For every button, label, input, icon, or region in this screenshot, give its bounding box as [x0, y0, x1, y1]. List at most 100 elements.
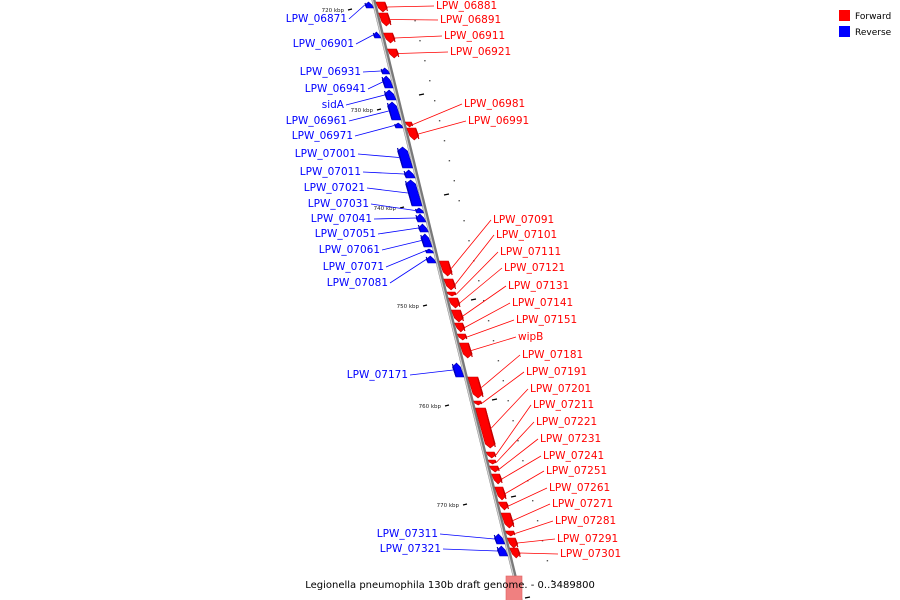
gene-LPW_07041[interactable] [415, 213, 427, 223]
legend-item-reverse[interactable]: Reverse [839, 26, 892, 38]
gene-block-LPW_07191[interactable] [473, 400, 483, 406]
gene-block-LPW_07231[interactable] [489, 465, 500, 473]
gene-label-LPW_06981[interactable]: LPW_06981 [464, 98, 525, 110]
gene-LPW_07311[interactable] [493, 533, 506, 545]
gene-LPW_07191[interactable] [473, 400, 483, 406]
gene-label-LPW_07041[interactable]: LPW_07041 [311, 213, 372, 225]
gene-block-LPW_06981[interactable] [404, 121, 413, 128]
gene-LPW_07031[interactable] [414, 207, 425, 214]
gene-label-LPW_07201[interactable]: LPW_07201 [530, 383, 591, 395]
gene-LPW_07131[interactable] [451, 309, 464, 323]
gene-block-LPW_07221[interactable] [487, 459, 497, 465]
gene-block-LPW_07111[interactable] [446, 291, 457, 297]
gene-label-LPW_06921[interactable]: LPW_06921 [450, 46, 511, 58]
gene-label-LPW_06891[interactable]: LPW_06891 [440, 14, 501, 26]
gene-label-LPW_07281[interactable]: LPW_07281 [555, 515, 616, 527]
gene-LPW_07091[interactable] [439, 260, 453, 277]
gene-LPW_07281[interactable] [505, 530, 516, 537]
gene-LPW_07211[interactable] [485, 451, 497, 459]
gene-LPW_06901[interactable] [372, 31, 382, 39]
gene-LPW_07241[interactable] [491, 473, 503, 485]
gene-label-LPW_07141[interactable]: LPW_07141 [512, 297, 573, 309]
gene-LPW_07121[interactable] [448, 297, 461, 309]
gene-label-LPW_06901[interactable]: LPW_06901 [293, 38, 354, 50]
gene-LPW_06891[interactable] [378, 12, 392, 27]
gene-label-sidA[interactable]: sidA [322, 99, 345, 111]
gene-block-LPW_06921[interactable] [387, 48, 400, 59]
gene-LPW_06991[interactable] [406, 127, 420, 141]
gene-label-LPW_07111[interactable]: LPW_07111 [500, 246, 561, 258]
gene-block-LPW_07071[interactable] [425, 248, 434, 254]
gene-LPW_07291[interactable] [506, 537, 519, 549]
gene-label-LPW_07151[interactable]: LPW_07151 [516, 314, 577, 326]
gene-label-LPW_07291[interactable]: LPW_07291 [557, 533, 618, 545]
gene-label-LPW_07261[interactable]: LPW_07261 [549, 482, 610, 494]
gene-label-LPW_06881[interactable]: LPW_06881 [436, 0, 497, 12]
gene-label-LPW_07061[interactable]: LPW_07061 [319, 244, 380, 256]
gene-LPW_07201[interactable] [475, 407, 496, 449]
gene-block-LPW_06881[interactable] [375, 1, 388, 13]
gene-label-LPW_07181[interactable]: LPW_07181 [522, 349, 583, 361]
gene-LPW_07071[interactable] [424, 248, 434, 254]
gene-LPW_07181[interactable] [467, 376, 484, 399]
gene-label-LPW_07221[interactable]: LPW_07221 [536, 416, 597, 428]
legend-item-forward[interactable]: Forward [839, 10, 891, 22]
gene-label-LPW_07131[interactable]: LPW_07131 [508, 280, 569, 292]
gene-label-LPW_07011[interactable]: LPW_07011 [300, 166, 361, 178]
gene-block-LPW_06911[interactable] [383, 32, 396, 44]
gene-label-LPW_07101[interactable]: LPW_07101 [496, 229, 557, 241]
gene-label-LPW_07091[interactable]: LPW_07091 [493, 214, 554, 226]
gene-LPW_07221[interactable] [487, 459, 497, 465]
gene-LPW_07151[interactable] [456, 333, 468, 341]
gene-label-LPW_07211[interactable]: LPW_07211 [533, 399, 594, 411]
gene-label-LPW_07301[interactable]: LPW_07301 [560, 548, 621, 560]
gene-label-LPW_07251[interactable]: LPW_07251 [546, 465, 607, 477]
gene-label-LPW_07241[interactable]: LPW_07241 [543, 450, 604, 462]
gene-label-LPW_07171[interactable]: LPW_07171 [347, 369, 408, 381]
gene-block-LPW_07211[interactable] [485, 451, 497, 459]
gene-block-LPW_07131[interactable] [451, 309, 464, 323]
gene-block-LPW_06991[interactable] [406, 127, 420, 141]
gene-label-LPW_06971[interactable]: LPW_06971 [292, 130, 353, 142]
gene-label-LPW_07121[interactable]: LPW_07121 [504, 262, 565, 274]
gene-LPW_07261[interactable] [498, 501, 510, 511]
gene-LPW_06941[interactable] [381, 75, 394, 89]
gene-label-LPW_07071[interactable]: LPW_07071 [323, 261, 384, 273]
gene-label-LPW_07051[interactable]: LPW_07051 [315, 228, 376, 240]
gene-label-LPW_07191[interactable]: LPW_07191 [526, 366, 587, 378]
gene-LPW_07251[interactable] [494, 486, 507, 501]
gene-LPW_06881[interactable] [375, 1, 389, 13]
gene-LPW_07061[interactable] [420, 233, 433, 248]
gene-label-wipB[interactable]: wipB [518, 331, 543, 343]
gene-LPW_06871[interactable] [364, 1, 374, 9]
gene-LPW_07011[interactable] [403, 169, 416, 179]
gene-LPW_07231[interactable] [489, 465, 500, 473]
gene-LPW_07171[interactable] [451, 362, 465, 378]
gene-label-LPW_07001[interactable]: LPW_07001 [295, 148, 356, 160]
gene-block-LPW_07201[interactable] [475, 407, 496, 449]
gene-block-LPW_07121[interactable] [448, 297, 461, 309]
gene-label-LPW_07311[interactable]: LPW_07311 [377, 528, 438, 540]
gene-block-LPW_07101[interactable] [443, 278, 456, 291]
gene-LPW_06921[interactable] [387, 48, 400, 59]
gene-LPW_07141[interactable] [454, 322, 466, 333]
gene-label-LPW_07081[interactable]: LPW_07081 [327, 277, 388, 289]
gene-LPW_06981[interactable] [404, 121, 414, 128]
gene-label-LPW_06991[interactable]: LPW_06991 [468, 115, 529, 127]
gene-block-LPW_07261[interactable] [498, 501, 509, 511]
gene-label-LPW_07031[interactable]: LPW_07031 [308, 198, 369, 210]
gene-LPW_07101[interactable] [443, 278, 457, 291]
gene-LPW_07111[interactable] [446, 291, 457, 297]
gene-label-LPW_07231[interactable]: LPW_07231 [540, 433, 601, 445]
gene-block-LPW_07141[interactable] [454, 322, 466, 333]
gene-label-LPW_06871[interactable]: LPW_06871 [286, 13, 347, 25]
gene-wipB[interactable] [459, 342, 473, 359]
gene-label-LPW_06931[interactable]: LPW_06931 [300, 66, 361, 78]
gene-LPW_06911[interactable] [383, 32, 396, 44]
gene-LPW_06961[interactable] [386, 101, 402, 121]
gene-LPW_07021[interactable] [405, 179, 423, 207]
gene-LPW_07321[interactable] [496, 545, 509, 557]
gene-block-LPW_07151[interactable] [456, 333, 468, 341]
gene-LPW_06931[interactable] [380, 67, 391, 75]
gene-label-LPW_06941[interactable]: LPW_06941 [305, 83, 366, 95]
